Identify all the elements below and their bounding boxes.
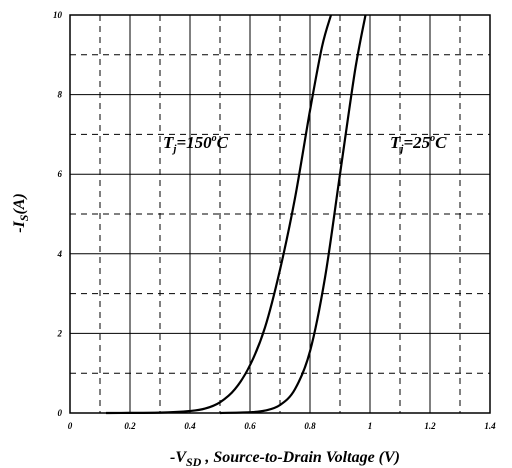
x-tick-label: 0.8 [304,421,316,431]
annotation-sup: o [212,133,217,144]
x-tick-labels: 0 0.2 0.4 0.6 0.8 1 1.2 1.4 [68,421,496,431]
annotation-tj-150: Tj=150oC [163,133,229,155]
y-tick-label: 8 [58,90,63,100]
annotation-mid: =25 [403,133,430,152]
annotation-sup: o [430,133,435,144]
x-tick-label: 1 [368,421,373,431]
annotation-end: C [217,133,229,152]
annotation-t: T [390,133,401,152]
x-tick-label: 0.4 [184,421,196,431]
curve-tj-25 [219,14,367,415]
x-axis-label-prefix: -V [170,449,187,466]
plot-frame [69,14,491,414]
x-tick-label: 0.2 [124,421,136,431]
y-tick-label: 2 [57,328,63,338]
annotation-sub: j [171,143,177,155]
y-axis-label-prefix: -I [11,220,28,232]
y-axis-label-suffix: (A) [11,193,28,214]
x-axis-label-sub: SD [186,455,202,468]
y-axis-label-sub: S [17,214,31,221]
y-tick-label: 0 [58,408,63,418]
annotation-tj-25: Tj=25oC [390,133,447,155]
y-tick-label: 10 [53,10,63,20]
curve-tj-150 [105,14,333,415]
annotation-mid: =150 [176,133,212,152]
grid [69,14,491,414]
x-tick-label: 1.2 [424,421,436,431]
x-tick-label: 1.4 [484,421,496,431]
y-tick-label: 6 [58,169,63,179]
y-tick-labels: 0 2 4 6 8 10 [53,10,63,418]
y-tick-label: 4 [57,249,63,259]
x-tick-label: 0 [68,421,73,431]
annotation-t: T [163,133,174,152]
annotation-sub: j [398,143,404,155]
x-axis-label: -VSD , Source-to-Drain Voltage (V) [170,449,400,468]
annotation-end: C [435,133,447,152]
x-tick-label: 0.6 [244,421,256,431]
x-axis-label-suffix: , Source-to-Drain Voltage (V) [201,449,400,466]
curves [105,14,367,415]
y-axis-label: -IS(A) [11,193,31,233]
